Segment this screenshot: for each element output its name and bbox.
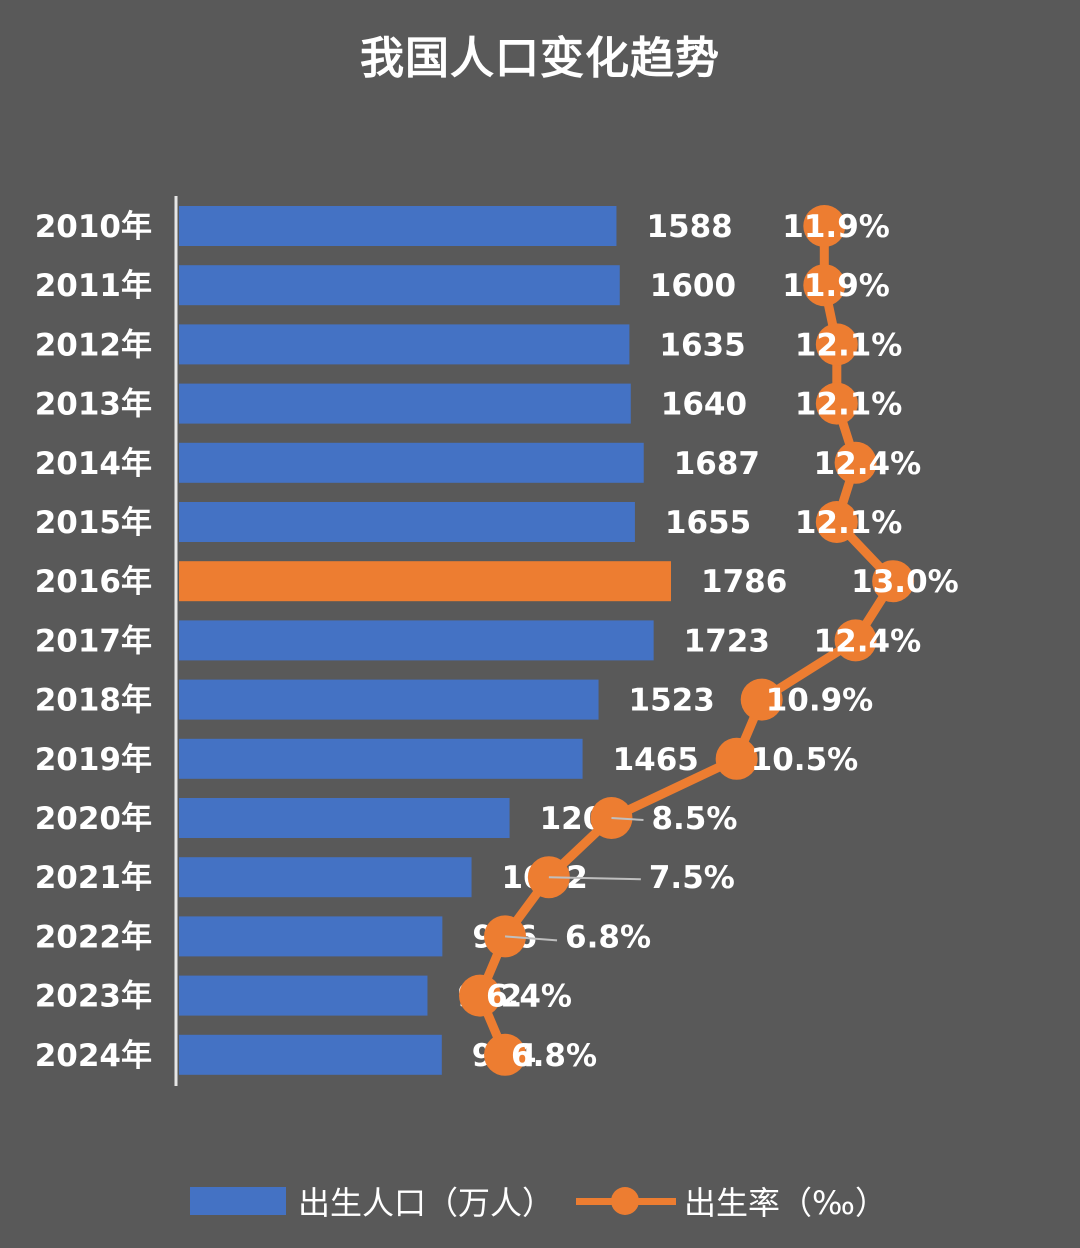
bar [179,738,583,779]
bar [179,1034,442,1075]
bar [179,857,472,898]
birth-rate-point [484,1033,527,1076]
birth-rate-point [740,678,783,721]
bar [179,502,635,542]
category-label: 2024年 [35,1038,152,1074]
bar [179,206,617,246]
bar [179,442,644,483]
legend-label-births: 出生人口（万人） [298,1184,555,1222]
category-label: 2020年 [35,801,152,837]
birth-rate-point [815,382,858,425]
bar-value-label: 1588 [646,209,732,245]
birth-rate-label: 13.0% [851,564,959,600]
bar [179,620,654,661]
bar [179,383,631,424]
legend-item-births: 出生人口（万人） [190,1176,554,1226]
bar-value-label: 1523 [629,683,715,719]
birth-rate-label: 12.1% [795,387,903,423]
birth-rate-label: 10.5% [751,742,859,778]
bar [179,975,428,1016]
birth-rate-label: 10.9% [766,683,874,719]
chart-title: 我国人口变化趋势 [360,33,720,84]
category-label: 2011年 [35,268,152,304]
bar [179,798,510,838]
legend-swatch-bar [190,1187,286,1215]
category-label: 2010年 [35,209,152,245]
birth-rate-label: 12.1% [795,505,903,541]
data-label-leader [611,817,644,821]
bar [179,561,671,602]
birth-rate-point [834,441,877,484]
bar-value-label: 1640 [661,387,747,423]
birth-rate-label: 6.8% [511,1038,597,1074]
birth-rate-label: 8.5% [651,801,737,837]
bar-value-label: 1465 [613,742,699,778]
legend-swatch-line [576,1187,676,1215]
birth-rate-label: 11.9% [782,209,890,245]
category-label: 2015年 [35,505,152,541]
legend-item-birth-rate: 出生率（‰） [576,1176,887,1226]
category-label: 2012年 [35,327,152,363]
bar [179,265,620,306]
category-label: 2014年 [35,446,152,482]
data-label-leader [548,876,641,881]
birth-rate-label: 6.4% [486,979,572,1015]
birth-rate-point [872,560,915,603]
category-label: 2023年 [35,979,152,1015]
birth-rate-point [815,501,858,543]
birth-rate-point [834,619,877,662]
birth-rate-point [715,737,758,780]
birth-rate-point [459,974,501,1017]
birth-rate-label: 6.8% [565,919,651,955]
data-label-leader [504,935,558,942]
bar-value-label: 1635 [659,327,745,363]
birth-rate-label: 12.4% [814,446,922,482]
bar [179,324,630,365]
bar [179,679,599,720]
bar-value-label: 1786 [701,564,787,600]
category-label: 2013年 [35,387,152,423]
birth-rate-label: 12.4% [814,623,922,659]
birth-rate-label: 12.1% [795,327,903,363]
category-label: 2019年 [35,742,152,778]
bar [179,916,443,957]
bar-value-label: 1723 [684,623,770,659]
category-label: 2018年 [35,683,152,719]
birth-rate-point [803,205,846,247]
bar-value-label: 1655 [665,505,751,541]
birth-rate-point [815,323,858,366]
bar-value-label: 1600 [650,268,736,304]
birth-rate-label: 7.5% [649,860,735,896]
category-label: 2021年 [35,860,152,896]
birth-rate-label: 11.9% [782,268,890,304]
bar-value-label: 1687 [674,446,760,482]
legend-label-birth-rate: 出生率（‰） [684,1184,887,1222]
category-label: 2017年 [35,623,152,659]
birth-rate-point [803,264,846,307]
category-label: 2016年 [35,564,152,600]
category-label: 2022年 [35,919,152,955]
